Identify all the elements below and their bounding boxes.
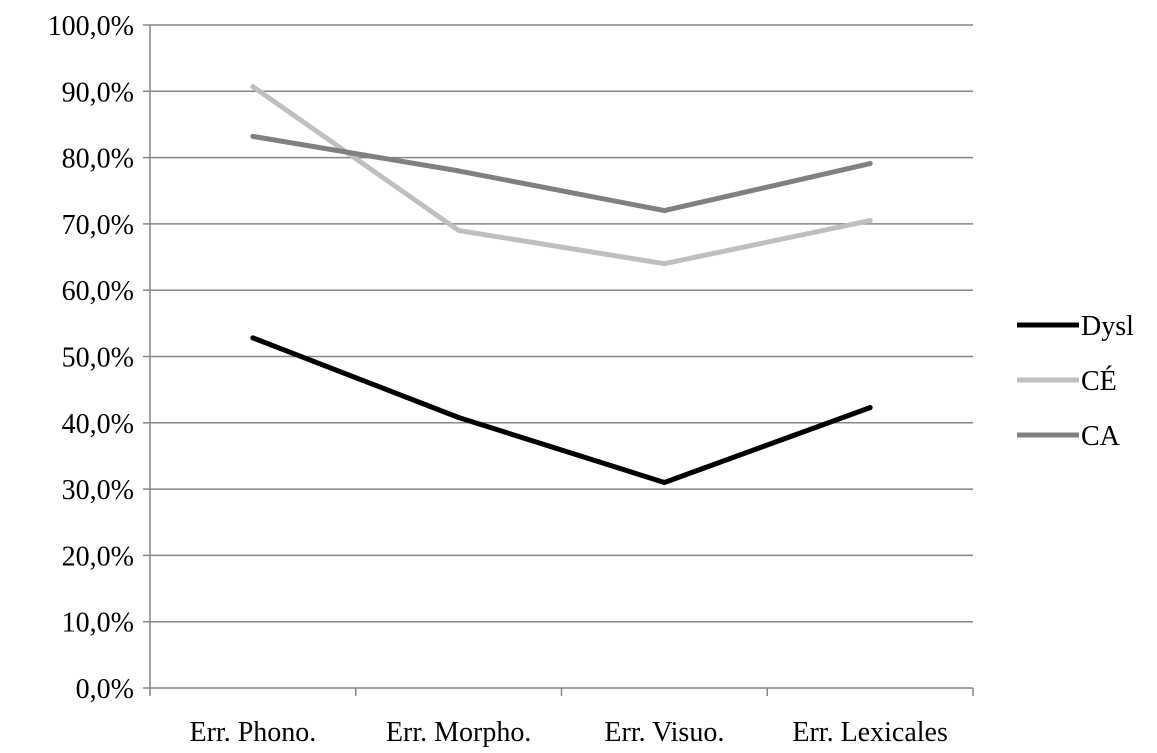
- y-tick-label: 100,0%: [48, 11, 134, 42]
- y-axis-tick-labels: 0,0% 10,0% 20,0% 30,0% 40,0% 50,0% 60,0% 70,0% 8…: [48, 11, 134, 705]
- y-tick-label: 0,0%: [76, 674, 134, 705]
- y-tick-label: 10,0%: [62, 608, 134, 639]
- y-tick-label: 70,0%: [62, 210, 134, 241]
- x-tick-label: Err. Phono.: [189, 717, 316, 748]
- series-line: [250, 133, 873, 214]
- data-point: [456, 414, 462, 420]
- data-point: [867, 405, 873, 411]
- data-point: [456, 168, 462, 174]
- x-tick-label: Err. Lexicales: [792, 717, 947, 748]
- legend-label: Dysl: [1081, 311, 1134, 342]
- data-point: [250, 133, 256, 139]
- data-point: [661, 479, 667, 485]
- data-point: [867, 218, 873, 224]
- y-tick-label: 60,0%: [62, 276, 134, 307]
- y-tick-label: 80,0%: [62, 144, 134, 175]
- y-tick-label: 20,0%: [62, 541, 134, 572]
- x-tick-label: Err. Morpho.: [386, 717, 531, 748]
- data-point: [250, 84, 256, 90]
- series-line: [250, 84, 873, 267]
- x-axis-tick-labels: Err. Phono. Err. Morpho. Err. Visuo. Err. L…: [189, 717, 947, 748]
- axes: [143, 24, 974, 696]
- data-point: [867, 161, 873, 167]
- data-point: [661, 208, 667, 214]
- data-point: [456, 228, 462, 234]
- legend: Dysl CÉ CA: [1017, 311, 1134, 452]
- y-tick-label: 50,0%: [62, 343, 134, 374]
- legend-label: CÉ: [1081, 366, 1117, 397]
- y-tick-label: 90,0%: [62, 77, 134, 108]
- y-tick-label: 40,0%: [62, 409, 134, 440]
- data-point: [250, 335, 256, 341]
- series-lines: [250, 84, 873, 485]
- gridlines: [150, 24, 973, 623]
- legend-label: CA: [1081, 421, 1121, 452]
- data-point: [661, 261, 667, 267]
- y-tick-label: 30,0%: [62, 475, 134, 506]
- series-line: [250, 335, 873, 485]
- x-tick-label: Err. Visuo.: [604, 717, 724, 748]
